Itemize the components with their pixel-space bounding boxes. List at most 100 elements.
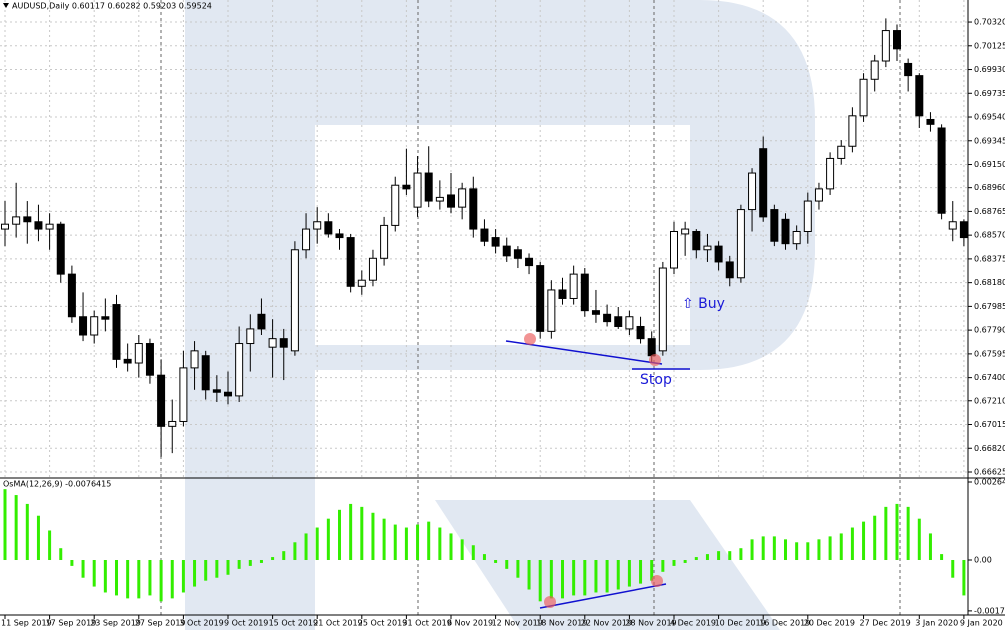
osma-bar bbox=[416, 524, 420, 561]
osma-bar bbox=[795, 542, 799, 561]
x-tick-label: 3 Oct 2019 bbox=[179, 619, 223, 628]
osma-bar bbox=[36, 515, 40, 561]
candle-body bbox=[803, 200, 812, 232]
osma-bar bbox=[282, 551, 286, 561]
osma-bar bbox=[616, 560, 620, 590]
trend-line bbox=[505, 340, 663, 365]
candle-body bbox=[435, 196, 444, 202]
y-tick-label: 0.69150 bbox=[974, 160, 1005, 169]
osma-bar bbox=[739, 548, 743, 561]
y-tick-label: 0.66820 bbox=[974, 444, 1005, 453]
osma-bar bbox=[549, 560, 553, 599]
osma-bar bbox=[895, 503, 899, 561]
candle-body bbox=[714, 245, 723, 263]
osma-bar bbox=[873, 515, 877, 561]
osma-bar bbox=[717, 551, 721, 561]
candle-body bbox=[513, 249, 522, 259]
y-tick-label: 0.67790 bbox=[974, 326, 1005, 335]
osma-bar bbox=[70, 560, 74, 566]
candle-body bbox=[736, 209, 745, 279]
osma-bar bbox=[862, 521, 866, 561]
osma-bar bbox=[148, 560, 152, 596]
candle-body bbox=[491, 237, 500, 247]
candle-body bbox=[614, 316, 623, 327]
x-tick-label: 28 Nov 2019 bbox=[625, 619, 676, 628]
candle-body bbox=[915, 75, 924, 117]
osma-bar bbox=[360, 506, 364, 561]
candle-body bbox=[56, 223, 65, 275]
candle-body bbox=[792, 230, 801, 245]
x-tick-label: 27 Dec 2019 bbox=[860, 619, 911, 628]
candle-body bbox=[781, 218, 790, 245]
candle-body bbox=[302, 228, 311, 251]
osma-bar bbox=[248, 560, 252, 566]
candle-body bbox=[168, 420, 177, 427]
candle-body bbox=[502, 245, 511, 257]
osma-bar bbox=[14, 495, 18, 561]
candle-body bbox=[34, 221, 43, 230]
y-tick-label: 0.69540 bbox=[974, 113, 1005, 122]
x-tick-label: 4 Dec 2019 bbox=[670, 619, 716, 628]
osma-bar bbox=[48, 530, 52, 561]
osma-bar bbox=[471, 545, 475, 561]
y-tick-label: 0.66625 bbox=[974, 468, 1005, 477]
y-tick-label: 0.67595 bbox=[974, 349, 1005, 358]
candle-body bbox=[447, 194, 455, 208]
y-tick-label: 0.70125 bbox=[974, 41, 1005, 50]
candle-body bbox=[90, 316, 99, 336]
x-tick-label: 18 Nov 2019 bbox=[536, 619, 587, 628]
osma-bar bbox=[59, 548, 63, 561]
osma-bar bbox=[193, 560, 197, 587]
y-tick-label: -0.0017234 bbox=[974, 606, 1005, 615]
period-separators bbox=[160, 0, 901, 615]
osma-bar bbox=[650, 560, 654, 581]
candle-body bbox=[134, 343, 143, 364]
osma-bar bbox=[259, 560, 263, 563]
osma-bar bbox=[672, 560, 676, 566]
candle-body bbox=[893, 30, 901, 50]
candle-body bbox=[12, 216, 21, 225]
osma-bar bbox=[427, 521, 431, 561]
osma-bar bbox=[850, 527, 854, 561]
candle-body bbox=[123, 358, 132, 364]
osma-bar bbox=[583, 560, 587, 596]
osma-bar bbox=[315, 527, 319, 561]
osma-bar bbox=[761, 536, 765, 561]
candle-body bbox=[257, 313, 266, 330]
candle-body bbox=[268, 338, 277, 348]
candle-body bbox=[937, 127, 946, 214]
candle-body bbox=[814, 188, 823, 202]
osma-bar bbox=[371, 512, 375, 561]
candle-body bbox=[112, 304, 121, 360]
x-tick-label: 27 Sep 2019 bbox=[135, 619, 186, 628]
osma-bar bbox=[482, 554, 486, 561]
osma-bar bbox=[605, 560, 609, 593]
osma-bar bbox=[181, 560, 185, 593]
symbol-icon bbox=[3, 3, 9, 8]
x-tick-label: 16 Dec 2019 bbox=[759, 619, 810, 628]
candle-body bbox=[212, 389, 221, 393]
y-tick-label: 0.69930 bbox=[974, 65, 1005, 74]
osma-bar bbox=[594, 560, 598, 593]
osma-bar bbox=[683, 560, 687, 563]
x-tick-label: 21 Oct 2019 bbox=[313, 619, 362, 628]
y-tick-label: 0.67210 bbox=[974, 396, 1005, 405]
osma-bar bbox=[338, 509, 341, 561]
candle-body bbox=[45, 223, 54, 230]
candle-body bbox=[190, 350, 199, 369]
osma-bar bbox=[750, 539, 754, 561]
osma-bar bbox=[928, 533, 932, 561]
osma-bar bbox=[694, 557, 698, 561]
candle-body bbox=[591, 310, 600, 315]
candle-body bbox=[569, 273, 578, 299]
osma-bar bbox=[115, 560, 118, 596]
stop-label: Stop bbox=[640, 372, 672, 388]
osma-bar bbox=[494, 560, 498, 563]
candle-body bbox=[670, 230, 678, 269]
candle-body bbox=[335, 233, 344, 239]
signal-dot bbox=[544, 596, 556, 608]
candle-body bbox=[413, 172, 422, 208]
osma-bar bbox=[226, 560, 230, 575]
candle-body bbox=[837, 145, 846, 159]
x-tick-label: 12 Nov 2019 bbox=[492, 619, 543, 628]
